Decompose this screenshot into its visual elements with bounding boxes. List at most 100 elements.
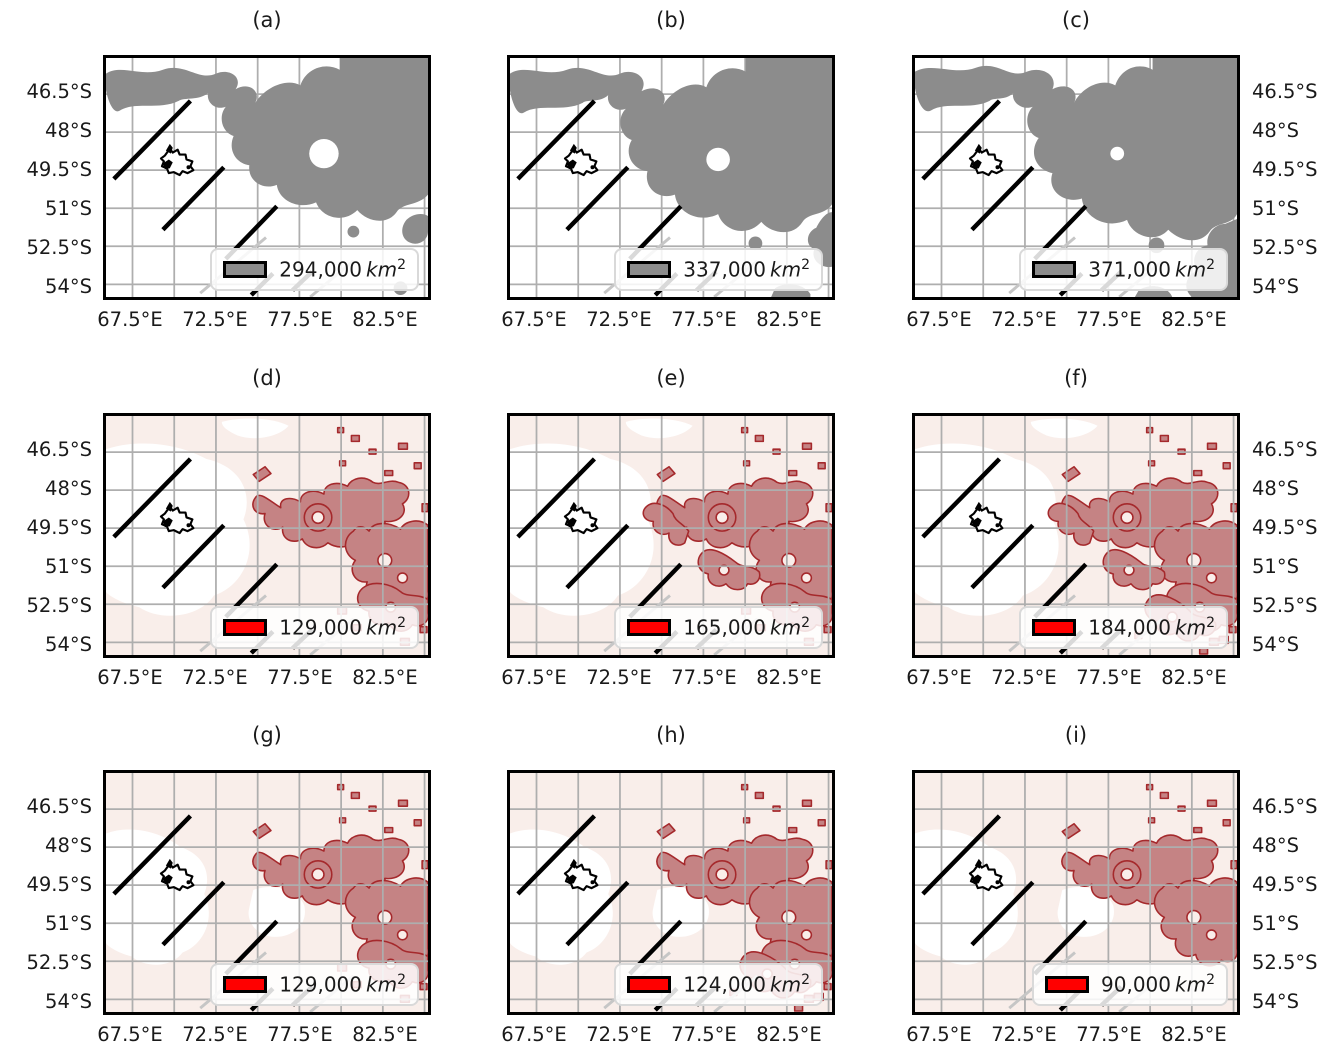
lat-tick: 51°S	[45, 197, 92, 220]
panel-title-c: (c)	[1062, 8, 1090, 32]
lon-tick: 72.5°E	[991, 308, 1057, 331]
legend-c: 371,000 km2	[1019, 248, 1228, 291]
legend-area-text: 371,000 km2	[1088, 257, 1215, 282]
panel-title-h: (h)	[656, 723, 686, 747]
lat-tick: 48°S	[1252, 119, 1299, 142]
lon-tick: 72.5°E	[991, 666, 1057, 689]
lon-tick: 77.5°E	[267, 1023, 333, 1046]
legend-patch	[1032, 619, 1077, 637]
lat-tick: 48°S	[1252, 477, 1299, 500]
lat-tick: 49.5°S	[26, 158, 92, 181]
lat-tick: 52.5°S	[1252, 594, 1318, 617]
lat-tick: 52.5°S	[1252, 236, 1318, 259]
legend-patch	[627, 619, 672, 637]
lon-tick: 82.5°E	[1161, 1023, 1227, 1046]
lat-tick: 52.5°S	[26, 951, 92, 974]
panel-title-d: (d)	[252, 366, 282, 390]
lon-axis-e: 67.5°E 72.5°E 77.5°E 82.5°E	[501, 666, 835, 692]
lat-axis-left-row1: 46.5°S 48°S 49.5°S 51°S 52.5°S 54°S	[2, 55, 96, 300]
lat-tick: 48°S	[1252, 834, 1299, 857]
lat-tick: 48°S	[45, 834, 92, 857]
lat-tick: 46.5°S	[26, 80, 92, 103]
legend-area-text: 165,000 km2	[683, 615, 810, 640]
lon-axis-d: 67.5°E 72.5°E 77.5°E 82.5°E	[97, 666, 431, 692]
legend-d: 129,000 km2	[210, 606, 419, 649]
lon-tick: 82.5°E	[352, 666, 418, 689]
map-panel-i: (i) 90,000 km2 67.5°E 72.5°E 77.5°E 82.5…	[906, 723, 1240, 1046]
panel-title-b: (b)	[656, 8, 686, 32]
legend-area-text: 90,000 km2	[1101, 972, 1215, 997]
lon-tick: 82.5°E	[352, 308, 418, 331]
lat-tick: 51°S	[1252, 555, 1299, 578]
lon-tick: 67.5°E	[97, 666, 163, 689]
legend-patch	[223, 976, 268, 994]
lon-tick: 67.5°E	[906, 666, 972, 689]
lon-tick: 67.5°E	[906, 1023, 972, 1046]
legend-h: 124,000 km2	[614, 963, 823, 1006]
legend-f: 184,000 km2	[1019, 606, 1228, 649]
panel-title-a: (a)	[252, 8, 282, 32]
map-panel-b: (b) 337,000 km2 67.5°E 72.5°E 77.5°E 82.…	[501, 8, 835, 331]
lon-tick: 72.5°E	[182, 308, 248, 331]
lat-tick: 52.5°S	[26, 594, 92, 617]
legend-patch	[223, 619, 268, 637]
legend-area-text: 129,000 km2	[279, 615, 406, 640]
lat-tick: 54°S	[1252, 275, 1299, 298]
lon-tick: 72.5°E	[182, 666, 248, 689]
lon-tick: 67.5°E	[97, 1023, 163, 1046]
lon-tick: 82.5°E	[756, 1023, 822, 1046]
lat-tick: 54°S	[45, 990, 92, 1013]
map-panel-e: (e) 165,000 km2 67.5°E 72.5°E 77.5°E 82.…	[501, 366, 835, 689]
lon-axis-h: 67.5°E 72.5°E 77.5°E 82.5°E	[501, 1023, 835, 1049]
lat-tick: 54°S	[1252, 990, 1299, 1013]
lon-tick: 82.5°E	[352, 1023, 418, 1046]
map-panel-a: (a) 294,000 km2 67.5°E 72.5°E 77.5°E 82.…	[97, 8, 431, 331]
lon-axis-c: 67.5°E 72.5°E 77.5°E 82.5°E	[906, 308, 1240, 334]
map-panel-f: (f) 184,000 km2 67.5°E 72.5°E 77.5°E 82.…	[906, 366, 1240, 689]
lat-axis-right-row1: 46.5°S 48°S 49.5°S 51°S 52.5°S 54°S	[1246, 55, 1340, 300]
legend-b: 337,000 km2	[614, 248, 823, 291]
lon-tick: 67.5°E	[501, 308, 567, 331]
lat-axis-left-row3: 46.5°S 48°S 49.5°S 51°S 52.5°S 54°S	[2, 770, 96, 1015]
legend-patch	[627, 976, 672, 994]
legend-patch	[1032, 261, 1077, 279]
lon-tick: 82.5°E	[756, 308, 822, 331]
legend-patch	[223, 261, 268, 279]
lon-tick: 77.5°E	[267, 308, 333, 331]
lat-tick: 46.5°S	[26, 438, 92, 461]
lat-axis-right-row2: 46.5°S 48°S 49.5°S 51°S 52.5°S 54°S	[1246, 413, 1340, 658]
lon-tick: 77.5°E	[671, 308, 737, 331]
legend-patch	[1045, 976, 1090, 994]
panel-title-e: (e)	[656, 366, 686, 390]
lat-tick: 46.5°S	[1252, 795, 1318, 818]
lon-axis-a: 67.5°E 72.5°E 77.5°E 82.5°E	[97, 308, 431, 334]
legend-area-text: 294,000 km2	[279, 257, 406, 282]
lat-tick: 48°S	[45, 119, 92, 142]
legend-e: 165,000 km2	[614, 606, 823, 649]
lat-tick: 46.5°S	[1252, 80, 1318, 103]
lon-tick: 77.5°E	[1076, 308, 1142, 331]
lat-tick: 49.5°S	[26, 873, 92, 896]
lon-tick: 72.5°E	[586, 308, 652, 331]
legend-patch	[627, 261, 672, 279]
lat-tick: 51°S	[1252, 912, 1299, 935]
legend-area-text: 184,000 km2	[1088, 615, 1215, 640]
lon-tick: 82.5°E	[1161, 308, 1227, 331]
lat-tick: 54°S	[45, 275, 92, 298]
legend-area-text: 124,000 km2	[683, 972, 810, 997]
lon-tick: 82.5°E	[1161, 666, 1227, 689]
lat-axis-left-row2: 46.5°S 48°S 49.5°S 51°S 52.5°S 54°S	[2, 413, 96, 658]
map-panel-h: (h) 124,000 km2 67.5°E 72.5°E 77.5°E 82.…	[501, 723, 835, 1046]
lon-tick: 77.5°E	[671, 1023, 737, 1046]
lat-tick: 49.5°S	[1252, 873, 1318, 896]
lat-tick: 54°S	[1252, 633, 1299, 656]
lon-tick: 67.5°E	[906, 308, 972, 331]
lon-tick: 67.5°E	[501, 666, 567, 689]
lon-tick: 77.5°E	[671, 666, 737, 689]
lon-tick: 77.5°E	[267, 666, 333, 689]
lat-tick: 46.5°S	[26, 795, 92, 818]
lon-tick: 77.5°E	[1076, 1023, 1142, 1046]
lat-tick: 51°S	[45, 912, 92, 935]
lat-tick: 49.5°S	[1252, 158, 1318, 181]
